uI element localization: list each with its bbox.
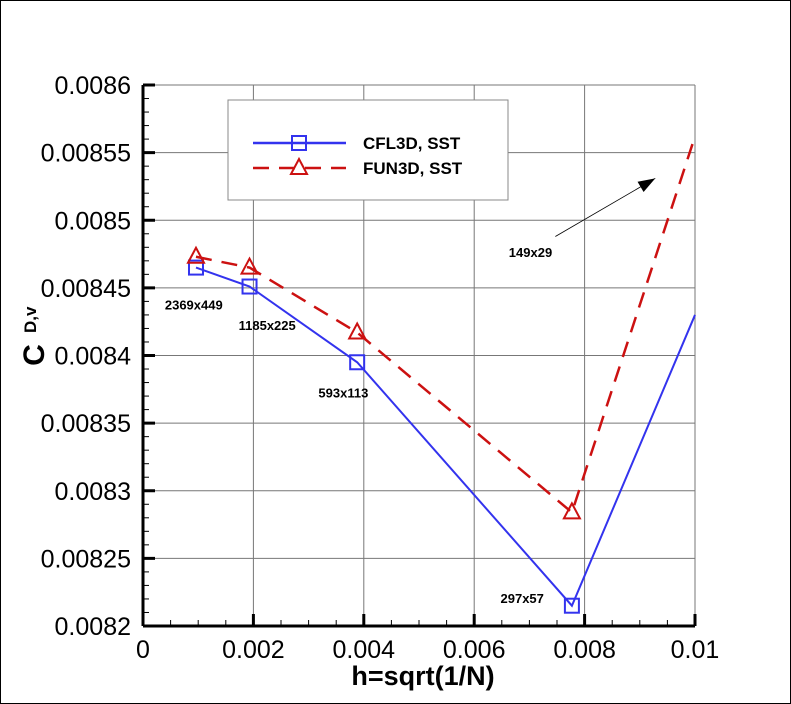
y-tick-label: 0.00845 [41, 275, 131, 303]
legend-label-0: CFL3D, SST [363, 134, 461, 153]
y-tick-label: 0.00825 [41, 545, 131, 573]
y-tick-label: 0.0083 [55, 478, 131, 506]
x-tick-label: 0.006 [443, 636, 506, 664]
x-tick-label: 0.004 [333, 636, 396, 664]
series-line-0 [195, 266, 696, 608]
legend-marker-1 [289, 156, 309, 175]
legend-marker-0 [291, 135, 307, 151]
annotation-label: 297x57 [501, 591, 544, 606]
data-point-0-3 [563, 597, 580, 614]
y-tick-label: 0.0085 [55, 207, 131, 235]
y-axis-label: C D,v [18, 306, 51, 366]
data-point-0-2 [349, 354, 366, 371]
legend: CFL3D, SST FUN3D, SST [227, 99, 509, 201]
y-tick-label: 0.0084 [55, 343, 132, 371]
data-point-1-2 [347, 321, 367, 340]
annotation-label: 149x29 [509, 245, 552, 260]
legend-label-1: FUN3D, SST [363, 159, 463, 178]
annotation-label: 2369x449 [165, 298, 223, 313]
annotation-arrow-line [555, 177, 656, 237]
y-tick-label: 0.0086 [55, 72, 131, 100]
x-tick-label: 0.01 [671, 636, 720, 664]
annotation-arrow-head [637, 178, 656, 193]
x-tick-label: 0.008 [553, 636, 616, 664]
x-tick-label: 0 [136, 636, 150, 664]
annotation-label: 593x113 [318, 385, 368, 400]
data-point-0-0 [187, 259, 204, 276]
legend-box [227, 99, 509, 201]
data-point-0-1 [241, 278, 258, 295]
y-tick-label: 0.00835 [41, 410, 131, 438]
y-axis-label-main: C [18, 344, 51, 366]
annotation-label: 1185x225 [239, 318, 296, 333]
y-axis-label-sub: D,v [21, 306, 40, 333]
data-point-1-0 [186, 245, 206, 264]
data-point-1-3 [562, 501, 582, 520]
series-line-1 [195, 136, 697, 515]
y-tick-label: 0.00855 [41, 140, 131, 168]
data-point-1-1 [239, 256, 260, 275]
x-axis-label: h=sqrt(1/N) [351, 661, 494, 691]
y-tick-label: 0.0082 [55, 613, 131, 641]
x-tick-label: 0.002 [222, 636, 285, 664]
